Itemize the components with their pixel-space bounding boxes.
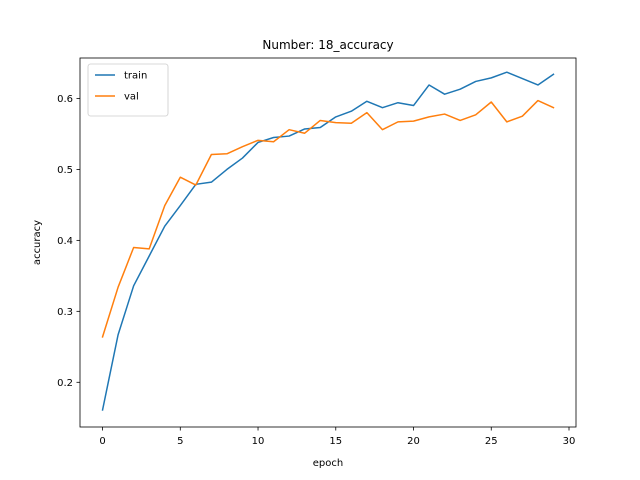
legend-label-val: val: [124, 92, 139, 103]
x-tick-label: 25: [485, 436, 498, 447]
chart-title: Number: 18_accuracy: [262, 38, 393, 52]
x-axis-label: epoch: [313, 458, 343, 469]
y-axis: 0.2 0.3 0.4 0.5 0.6: [57, 94, 80, 389]
x-tick-label: 15: [329, 436, 342, 447]
x-tick-label: 5: [177, 436, 183, 447]
plot-area: [101, 71, 555, 411]
legend-label-train: train: [124, 71, 147, 82]
axes-frame: [79, 57, 577, 428]
legend: train val: [87, 63, 169, 117]
y-tick-label: 0.3: [57, 307, 73, 318]
y-tick-label: 0.6: [57, 94, 73, 105]
y-axis-label: accuracy: [32, 220, 43, 265]
y-tick-label: 0.5: [57, 165, 73, 176]
series-line-val: [101, 99, 555, 338]
x-axis: 0 5 10 15 20 25 30: [99, 427, 575, 447]
x-tick-label: 20: [407, 436, 420, 447]
x-tick-label: 30: [563, 436, 576, 447]
y-tick-label: 0.2: [57, 378, 73, 389]
legend-box: [87, 63, 169, 117]
x-tick-label: 10: [252, 436, 265, 447]
y-tick-label: 0.4: [57, 236, 73, 247]
x-tick-label: 0: [99, 436, 105, 447]
